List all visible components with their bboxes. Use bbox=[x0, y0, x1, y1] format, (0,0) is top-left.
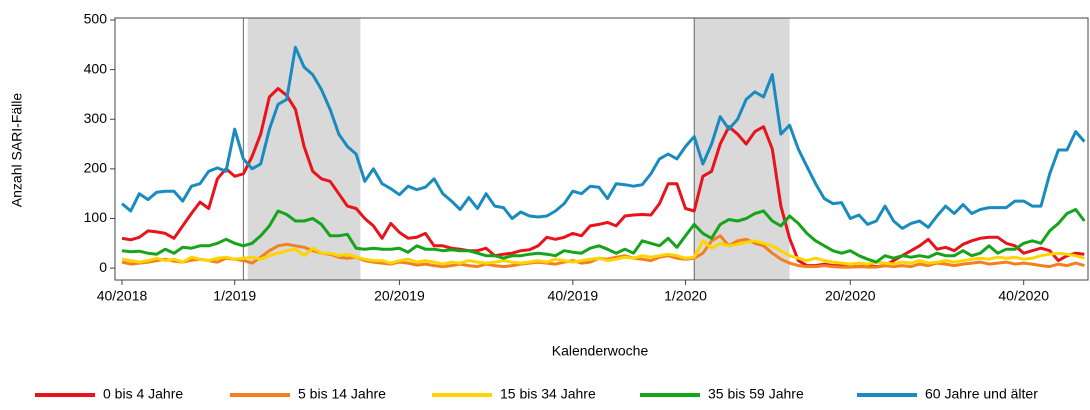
legend-label: 0 bis 4 Jahre bbox=[103, 386, 183, 402]
x-axis-title: Kalenderwoche bbox=[552, 343, 649, 359]
x-tick-label: 40/2018 bbox=[97, 288, 148, 304]
x-tick-label: 20/2019 bbox=[374, 288, 425, 304]
legend-label: 60 Jahre und älter bbox=[925, 386, 1038, 402]
series-line bbox=[121, 87, 1085, 269]
x-tick-label: 20/2020 bbox=[825, 288, 876, 304]
y-tick-label: 0 bbox=[99, 259, 107, 275]
x-tick-label: 40/2020 bbox=[998, 288, 1049, 304]
x-tick-label: 1/2020 bbox=[664, 288, 707, 304]
x-tick-label: 40/2019 bbox=[548, 288, 599, 304]
y-tick-label: 400 bbox=[84, 60, 108, 76]
y-tick-label: 200 bbox=[84, 160, 108, 176]
plot-frame bbox=[114, 17, 1089, 281]
legend-label: 15 bis 34 Jahre bbox=[500, 386, 596, 402]
y-tick-label: 100 bbox=[84, 209, 108, 225]
series-line bbox=[121, 45, 1086, 230]
y-tick-label: 500 bbox=[84, 11, 108, 27]
series-line bbox=[121, 208, 1086, 264]
legend-label: 35 bis 59 Jahre bbox=[708, 386, 804, 402]
legend-label: 5 bis 14 Jahre bbox=[298, 386, 386, 402]
y-axis-title: Anzahl SARI-Fälle bbox=[9, 93, 25, 208]
y-tick-label: 300 bbox=[84, 110, 108, 126]
x-tick-label: 1/2019 bbox=[213, 288, 256, 304]
series-line bbox=[121, 239, 1085, 266]
